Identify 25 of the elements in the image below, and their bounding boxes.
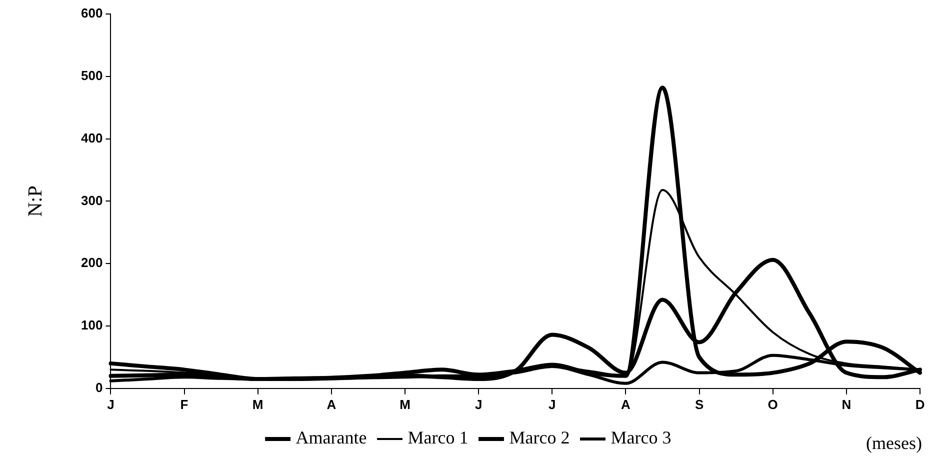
legend-label: Marco 1: [408, 428, 468, 448]
y-tick-label: 200: [80, 255, 103, 270]
x-tick-label: A: [326, 396, 337, 412]
y-tick-label: 400: [80, 130, 103, 146]
x-tick-label: M: [400, 396, 410, 412]
legend-label: Marco 2: [509, 428, 570, 448]
y-tick-label: 300: [80, 192, 103, 208]
legend-label: Marco 3: [610, 428, 672, 448]
y-tick-label: 600: [80, 6, 103, 21]
x-tick-label: A: [621, 396, 632, 412]
x-tick-label: J: [548, 396, 556, 412]
x-tick-label: N: [842, 396, 852, 412]
x-tick-label: J: [474, 396, 482, 412]
x-tick-label: J: [107, 396, 114, 412]
x-tick-label: F: [180, 396, 188, 412]
x-tick-label: M: [252, 396, 264, 412]
legend-label: Amarante: [296, 428, 367, 448]
x-tick-label: S: [694, 396, 704, 412]
x-axis-title: (meses): [866, 433, 922, 454]
x-tick-label: O: [768, 396, 778, 412]
x-tick-label: D: [915, 396, 925, 412]
y-tick-label: 0: [95, 380, 103, 395]
y-tick-label: 100: [80, 318, 103, 333]
y-tick-label: 500: [80, 68, 103, 83]
y-axis-title: N:P: [24, 186, 46, 217]
